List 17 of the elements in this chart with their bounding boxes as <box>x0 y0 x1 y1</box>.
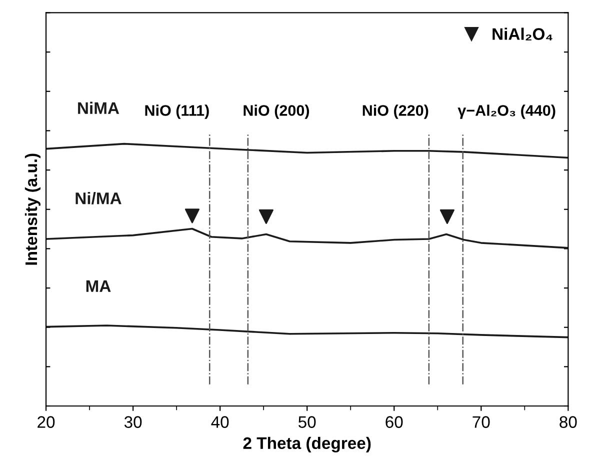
x-tick-label: 20 <box>38 416 55 428</box>
x-tick-label: 50 <box>298 416 316 428</box>
x-tick-label: 40 <box>211 416 229 428</box>
series-label: NiMA <box>78 102 120 114</box>
ref-line-label: NiO (111) <box>145 104 209 119</box>
y-axis-title: Intensity (a.u.) <box>24 154 40 265</box>
text: MA <box>86 280 111 292</box>
ref-line-label: NiO (200) <box>244 104 310 119</box>
x-tick-label: 30 <box>124 416 142 428</box>
x-tick-label: 70 <box>472 416 490 428</box>
x-tick-label: 60 <box>386 416 403 428</box>
legend-label: NiAl₂O₄ <box>492 28 552 40</box>
ref-line-label: γ−Al₂O₃ (440) <box>458 104 556 119</box>
ref-line-label: NiO (220) <box>362 104 428 119</box>
x-axis-title: 2 Theta (degree) <box>243 436 371 452</box>
series-label: Ni/MA <box>76 192 122 204</box>
x-tick-label: 80 <box>560 416 577 428</box>
